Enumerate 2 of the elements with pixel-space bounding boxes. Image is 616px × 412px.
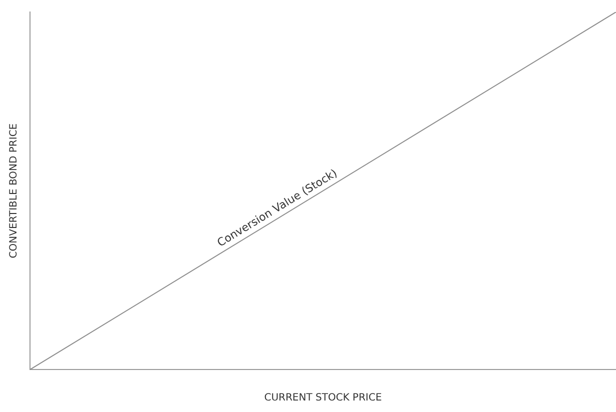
x-axis-title: CURRENT STOCK PRICE xyxy=(264,392,382,404)
y-axis-title: CONVERTIBLE BOND PRICE xyxy=(8,123,20,258)
